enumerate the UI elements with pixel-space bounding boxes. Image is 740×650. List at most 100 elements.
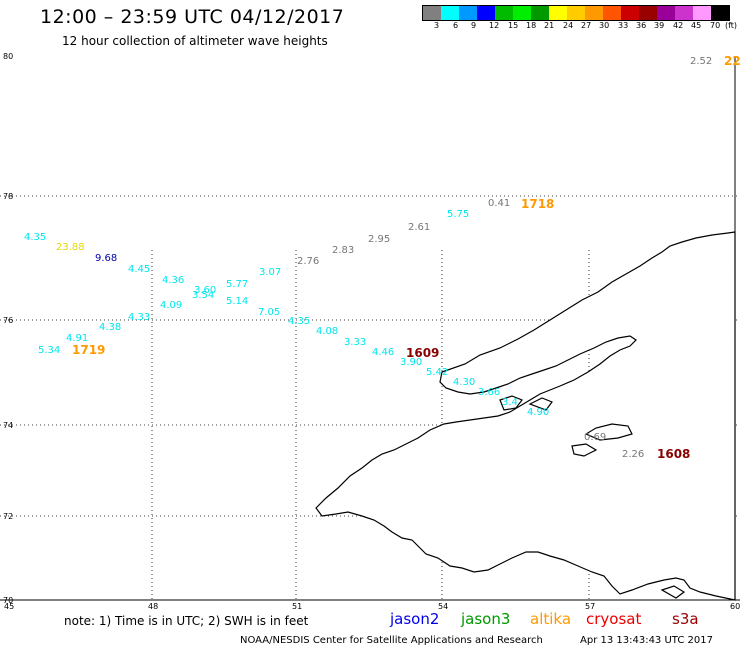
- legend-swatch: [711, 6, 729, 20]
- legend-label: 21: [544, 21, 555, 30]
- latitude-label: 80: [3, 52, 14, 61]
- satellite-name: jason2: [390, 610, 440, 628]
- legend-label: 70: [710, 21, 721, 30]
- legend-swatch: [567, 6, 585, 20]
- legend-swatch: [423, 6, 441, 20]
- wave-height-value: 5.34: [38, 345, 61, 356]
- satellite-name: altika: [530, 610, 572, 628]
- wave-height-value: 4.90: [527, 407, 550, 418]
- wave-height-value: 2.26: [622, 449, 645, 460]
- coastline-island-4: [660, 585, 686, 599]
- page-subtitle: 12 hour collection of altimeter wave hei…: [62, 34, 328, 48]
- legend-label: 3: [434, 21, 440, 30]
- greenland-coastline: [315, 231, 736, 601]
- legend-swatch: [621, 6, 639, 20]
- coastline-island-2: [528, 397, 553, 411]
- color-legend-labels: 3 6 9 12 15 18 21 24 27 30 33 36 39 42 45 70 (ft): [422, 21, 740, 33]
- legend-swatch: [549, 6, 567, 20]
- legend-swatch: [459, 6, 477, 20]
- wave-height-value: 3.33: [344, 337, 367, 348]
- legend-label: 45: [691, 21, 702, 30]
- wave-height-value: 2.83: [332, 245, 355, 256]
- wave-height-value: 0.69: [584, 432, 607, 443]
- color-legend: [422, 5, 730, 21]
- pass-time-label: 22: [724, 54, 740, 68]
- legend-swatch: [531, 6, 549, 20]
- wave-height-value: 4.45: [128, 264, 151, 275]
- legend-swatch: [603, 6, 621, 20]
- legend-label: 27: [581, 21, 592, 30]
- wave-height-value: 2.61: [408, 222, 431, 233]
- legend-label: 12: [489, 21, 500, 30]
- wave-height-value: 7.05: [258, 307, 281, 318]
- legend-swatch: [693, 6, 711, 20]
- wave-height-value: 3.66: [478, 387, 501, 398]
- latitude-label: 78: [3, 192, 14, 201]
- wave-height-value: 5.42: [426, 367, 449, 378]
- latitude-label: 72: [3, 512, 14, 521]
- legend-label: 33: [618, 21, 629, 30]
- pass-time-label: 1718: [521, 197, 555, 211]
- timestamp-text: Apr 13 13:43:43 UTC 2017: [580, 635, 713, 646]
- longitude-label: 45: [4, 602, 15, 611]
- legend-label: 42: [673, 21, 684, 30]
- legend-swatch: [441, 6, 459, 20]
- legend-label: 9: [471, 21, 477, 30]
- credit-text: NOAA/NESDIS Center for Satellite Applica…: [240, 635, 543, 646]
- satellite-name: jason3: [461, 610, 511, 628]
- legend-label: 6: [453, 21, 459, 30]
- wave-height-value: 4.30: [453, 377, 476, 388]
- pass-time-label: 1609: [406, 346, 440, 360]
- coastline-island-3: [571, 443, 598, 457]
- coastline-inlet-1: [584, 423, 633, 441]
- wave-height-value: 9.68: [95, 253, 118, 264]
- wave-height-value: 4.46: [372, 347, 395, 358]
- wave-height-value: 4.33: [128, 312, 151, 323]
- longitude-label: 60: [730, 602, 740, 611]
- wave-height-value: 3.60: [194, 285, 217, 296]
- legend-swatch: [639, 6, 657, 20]
- pass-time-label: 1719: [72, 343, 106, 357]
- legend-label: 18: [526, 21, 537, 30]
- legend-label: 30: [599, 21, 610, 30]
- wave-height-value: 3.07: [259, 267, 282, 278]
- wave-height-value: 4.08: [316, 326, 339, 337]
- legend-swatch: [585, 6, 603, 20]
- pass-time-label: 1608: [657, 447, 691, 461]
- longitude-label: 57: [585, 602, 596, 611]
- wave-height-value: 4.36: [162, 275, 185, 286]
- legend-swatch: [513, 6, 531, 20]
- wave-height-value: 2.76: [297, 256, 320, 267]
- legend-swatch: [657, 6, 675, 20]
- legend-label: 15: [508, 21, 519, 30]
- wave-height-value: 3.90: [400, 357, 423, 368]
- satellite-name: s3a: [672, 610, 699, 628]
- wave-height-value: 4.35: [288, 316, 311, 327]
- latitude-label: 76: [3, 316, 14, 325]
- latitude-label: 70: [3, 596, 14, 605]
- wave-height-value: 5.14: [226, 296, 249, 307]
- wave-height-value: 4.35: [24, 232, 47, 243]
- wave-height-value: 4.91: [66, 333, 89, 344]
- note-text: note: 1) Time is in UTC; 2) SWH is in fe…: [64, 614, 309, 628]
- legend-label: 24: [563, 21, 574, 30]
- wave-height-value: 3.4: [502, 397, 518, 408]
- wave-height-value: 4.38: [99, 322, 122, 333]
- wave-height-value: 0.41: [488, 198, 511, 209]
- wave-height-value: 23.88: [56, 242, 85, 253]
- coastline-main: [315, 231, 736, 601]
- longitude-label: 48: [148, 602, 159, 611]
- legend-swatch: [477, 6, 495, 20]
- longitude-label: 51: [292, 602, 303, 611]
- page-title: 12:00 – 23:59 UTC 04/12/2017: [40, 6, 345, 28]
- legend-label: (ft): [725, 21, 738, 30]
- wave-height-value: 4.09: [160, 300, 183, 311]
- latitude-label: 74: [3, 421, 14, 430]
- wave-height-value: 2.95: [368, 234, 391, 245]
- wave-height-value: 5.77: [226, 279, 249, 290]
- legend-swatch: [675, 6, 693, 20]
- legend-swatch: [495, 6, 513, 20]
- wave-height-value: 3.54: [192, 290, 215, 301]
